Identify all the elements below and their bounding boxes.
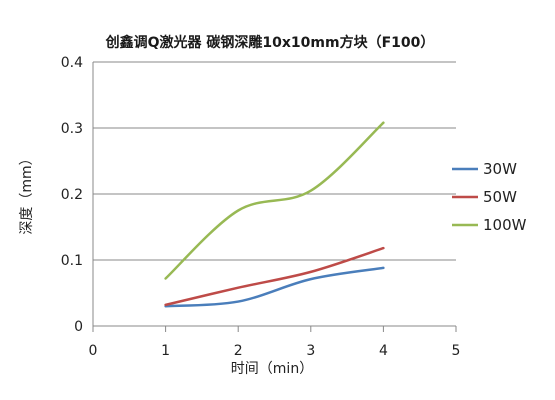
series-line-30w — [164, 266, 385, 308]
y-tick-label: 0.2 — [61, 187, 83, 203]
grid-layer — [93, 61, 456, 261]
legend: 30W 50W 100W — [452, 160, 527, 234]
y-tick-label: 0.1 — [61, 253, 83, 269]
y-tick-label: 0.3 — [61, 121, 83, 137]
x-tick-label: 4 — [379, 343, 388, 359]
x-tick-label: 3 — [306, 343, 315, 359]
x-tick-label: 0 — [89, 343, 98, 359]
legend-label-50w: 50W — [483, 188, 517, 206]
legend-label-100w: 100W — [483, 216, 527, 234]
series-line-100w — [164, 121, 385, 280]
axis-layer: 0 0.1 0.2 0.3 0.4 0 1 2 3 4 5 — [61, 55, 461, 359]
y-tick-label: 0 — [74, 319, 83, 335]
x-tick-label: 1 — [161, 343, 170, 359]
chart-title: 创鑫调Q激光器 碳钢深雕10x10mm方块（F100） — [105, 34, 435, 51]
x-tick-label: 5 — [452, 343, 461, 359]
legend-label-30w: 30W — [483, 160, 517, 178]
x-tick-label: 2 — [234, 343, 243, 359]
x-axis-label: 时间（min） — [231, 361, 313, 377]
y-tick-label: 0.4 — [61, 55, 83, 71]
series-layer — [164, 121, 385, 308]
y-axis-label: 深度（mm） — [19, 151, 35, 234]
series-line-50w — [164, 246, 385, 307]
